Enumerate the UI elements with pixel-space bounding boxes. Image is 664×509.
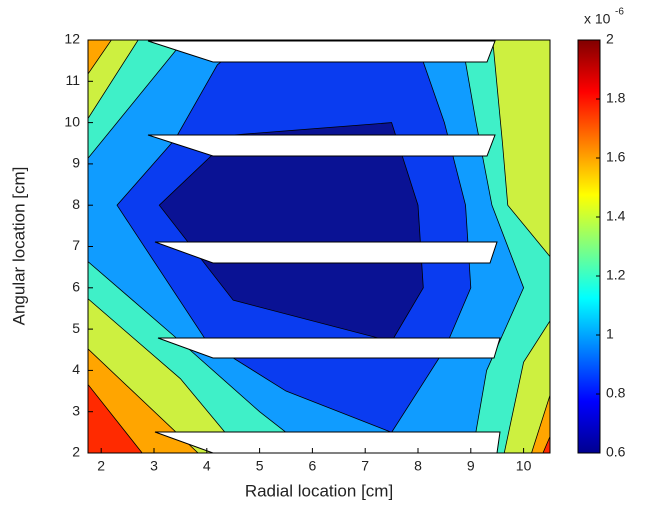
y-tick-label: 6 [72, 279, 80, 295]
slats [147, 40, 501, 454]
colorbar-tick-label: 0.8 [606, 385, 626, 401]
y-tick-label: 3 [72, 402, 80, 418]
colorbar-exponent-power: -6 [615, 7, 624, 18]
slat [154, 241, 498, 264]
x-tick-label: 2 [97, 458, 105, 474]
y-tick-label: 5 [72, 320, 80, 336]
x-tick-label: 6 [309, 458, 317, 474]
y-tick-label: 9 [72, 155, 80, 171]
colorbar-tick-label: 1.4 [606, 208, 626, 224]
y-tick-label: 4 [72, 361, 80, 377]
x-tick-label: 4 [203, 458, 211, 474]
x-axis-label: Radial location [cm] [245, 481, 393, 500]
colorbar-tick-label: 0.6 [606, 444, 626, 460]
slat [157, 337, 501, 359]
colorbar-tick-label: 2 [606, 31, 614, 47]
colorbar-tick-label: 1.8 [606, 90, 626, 106]
x-tick-label: 5 [256, 458, 264, 474]
y-tick-label: 12 [64, 31, 80, 47]
y-tick-label: 2 [72, 444, 80, 460]
y-axis-label: Angular location [cm] [9, 167, 28, 326]
y-tick-label: 11 [65, 72, 80, 88]
x-tick-label: 8 [414, 458, 422, 474]
y-tick-label: 8 [72, 196, 80, 212]
x-tick-label: 3 [150, 458, 158, 474]
slat [147, 134, 496, 157]
colorbar-tick-label: 1.6 [606, 149, 626, 165]
colorbar-tick-label: 1 [606, 326, 614, 342]
x-tick-label: 7 [361, 458, 369, 474]
y-tick-label: 10 [64, 113, 80, 129]
colorbar-exponent: x 10 [584, 11, 611, 27]
x-tick-label: 9 [467, 458, 475, 474]
slat [147, 40, 496, 63]
colorbar [577, 39, 601, 454]
colorbar-tick-label: 1.2 [606, 267, 626, 283]
x-tick-label: 10 [516, 458, 532, 474]
y-tick-label: 7 [72, 237, 80, 253]
